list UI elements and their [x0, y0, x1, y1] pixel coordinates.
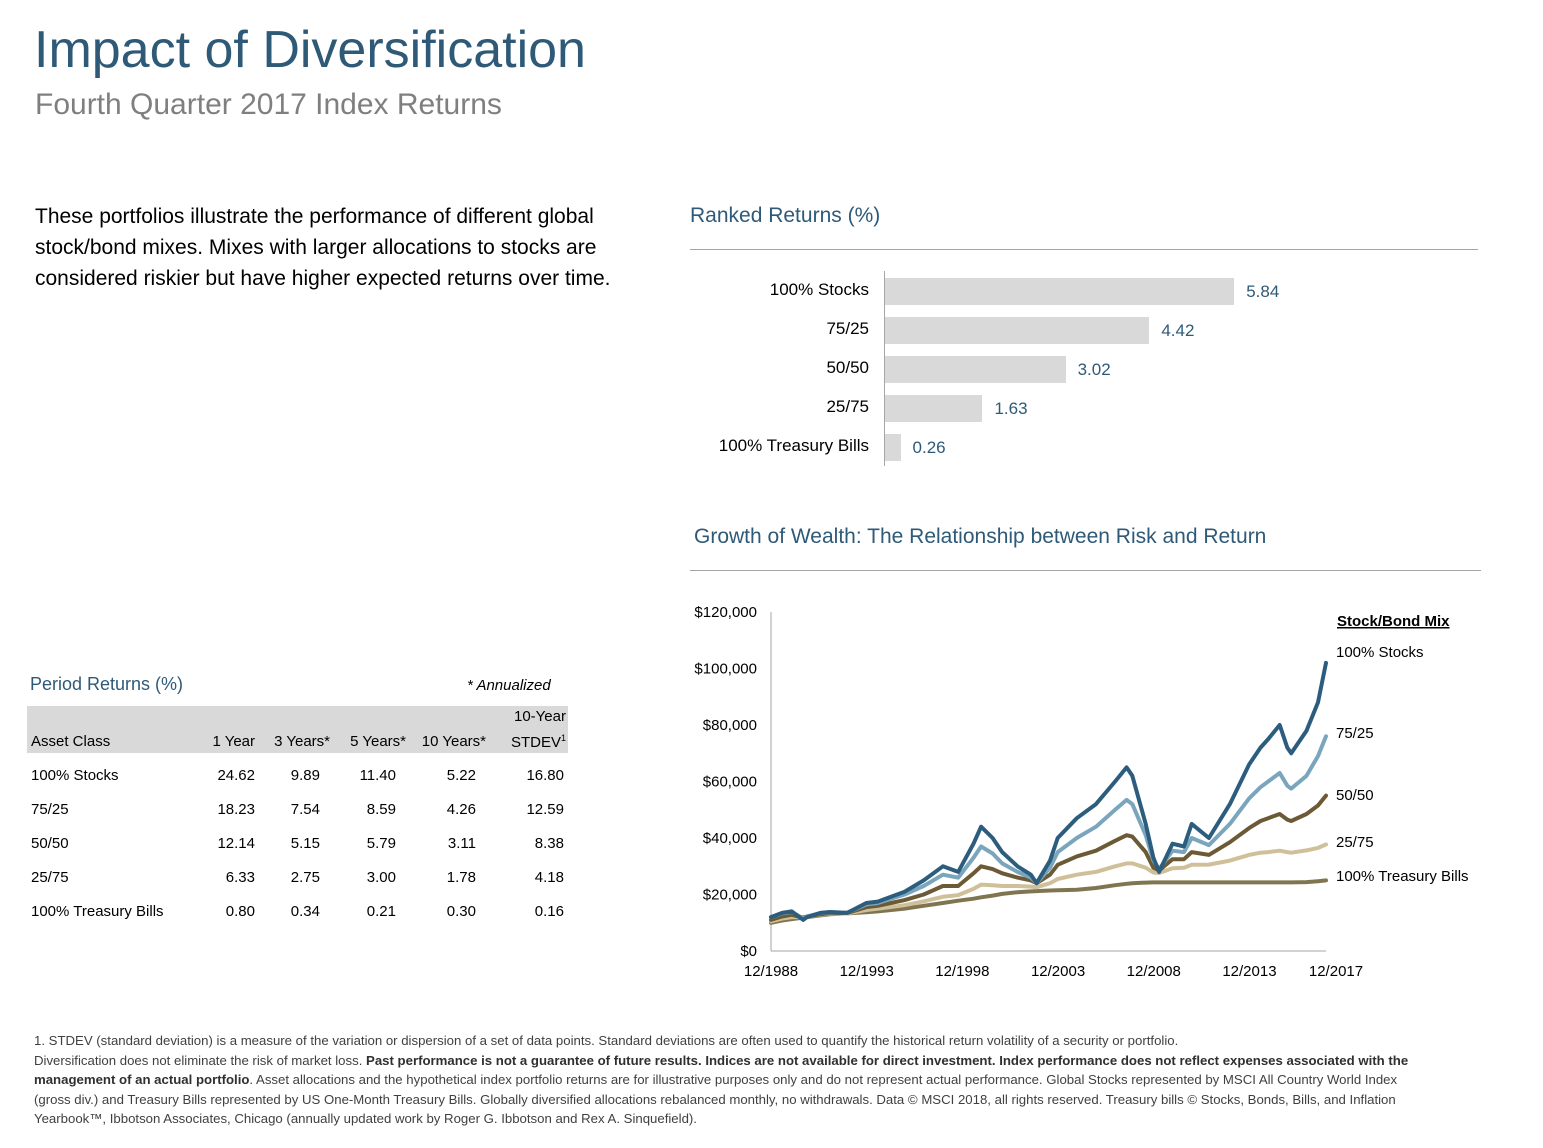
table-row-label: 75/25	[31, 801, 69, 818]
series-label: 100% Stocks	[1336, 644, 1424, 661]
table-cell: 8.59	[366, 801, 396, 818]
footnote-disclosure-details: . Asset allocations and the hypothetical…	[34, 1072, 1398, 1127]
annualized-note: * Annualized	[467, 677, 551, 694]
footnote-disclosure: Diversification does not eliminate the r…	[34, 1051, 1434, 1129]
growth-of-wealth-divider	[690, 570, 1481, 571]
x-tick-label: 12/2003	[1031, 963, 1085, 980]
table-cell: 8.38	[534, 835, 564, 852]
ranked-bar-label: 50/50	[826, 358, 869, 377]
ranked-bar	[885, 278, 1235, 305]
x-tick-label: 12/1998	[935, 963, 989, 980]
footnote-disclosure-bold: Past performance is not a guarantee of f…	[34, 1052, 1409, 1088]
series-line-4	[769, 878, 1328, 925]
series-label: 100% Treasury Bills	[1336, 868, 1469, 885]
footnote-stdev-definition: 1. STDEV (standard deviation) is a measu…	[34, 1033, 1179, 1048]
table-cell: 9.89	[290, 767, 320, 784]
x-tick-label: 12/2008	[1127, 963, 1181, 980]
table-row-label: 25/75	[31, 869, 69, 886]
ranked-returns-title: Ranked Returns (%)	[690, 204, 881, 227]
column-header-3-years: 3 Years*	[274, 733, 330, 750]
column-header-stdev: STDEV1	[510, 733, 566, 751]
ranked-bar-value: 3.02	[1077, 360, 1111, 379]
table-cell: 24.62	[217, 767, 255, 784]
ranked-bar-value: 0.26	[912, 438, 946, 457]
series-label: 75/25	[1336, 725, 1374, 742]
table-cell: 5.15	[290, 835, 320, 852]
legend-title: Stock/Bond Mix	[1337, 613, 1450, 630]
y-tick-label: $0	[740, 943, 757, 960]
ranked-returns-axis	[884, 271, 885, 466]
table-header-background	[27, 706, 568, 753]
ranked-bar-value: 4.42	[1161, 321, 1195, 340]
ranked-bar	[885, 434, 901, 461]
series-label: 25/75	[1336, 834, 1374, 851]
table-cell: 0.21	[366, 903, 396, 920]
table-cell: 16.80	[526, 767, 564, 784]
ranked-bar-label: 100% Stocks	[769, 280, 869, 299]
table-cell: 3.11	[447, 835, 476, 852]
series-label: 50/50	[1336, 787, 1374, 804]
table-cell: 6.33	[225, 869, 255, 886]
ranked-bar	[885, 317, 1150, 344]
ranked-bar-label: 100% Treasury Bills	[718, 436, 869, 455]
table-cell: 0.30	[446, 903, 476, 920]
ranked-bar-label: 75/25	[826, 319, 869, 338]
period-returns-title: Period Returns (%)	[30, 674, 184, 694]
table-cell: 5.22	[446, 767, 476, 784]
y-tick-label: $120,000	[694, 604, 757, 621]
table-cell: 1.78	[446, 869, 476, 886]
page-subtitle: Fourth Quarter 2017 Index Returns	[35, 88, 502, 121]
ranked-bar-value: 5.84	[1246, 282, 1280, 301]
table-cell: 3.00	[366, 869, 396, 886]
series-line-0	[769, 660, 1328, 922]
ranked-bar-value: 1.63	[994, 399, 1028, 418]
growth-of-wealth-title: Growth of Wealth: The Relationship betwe…	[694, 525, 1267, 548]
table-cell: 12.59	[526, 801, 564, 818]
table-row-label: 100% Stocks	[31, 767, 119, 784]
ranked-bar	[885, 356, 1066, 383]
ranked-bar-label: 25/75	[826, 397, 869, 416]
column-header-5-years: 5 Years*	[350, 733, 406, 750]
column-header-10-years: 10 Years*	[421, 733, 486, 750]
x-tick-label: 12/2017	[1309, 963, 1363, 980]
x-tick-label: 12/1988	[744, 963, 798, 980]
table-row-label: 50/50	[31, 835, 69, 852]
table-cell: 2.75	[290, 869, 320, 886]
table-cell: 0.80	[225, 903, 255, 920]
table-row-label: 100% Treasury Bills	[31, 903, 164, 920]
stdev-footnote-marker: 1	[560, 733, 566, 743]
footnote-disclosure-intro: Diversification does not eliminate the r…	[34, 1052, 367, 1068]
column-header-10-year: 10-Year	[514, 708, 566, 725]
y-tick-label: $20,000	[703, 887, 757, 904]
y-tick-label: $60,000	[703, 774, 757, 791]
ranked-bar	[885, 395, 983, 422]
page-title: Impact of Diversification	[34, 21, 586, 79]
x-tick-label: 12/2013	[1222, 963, 1276, 980]
table-cell: 0.34	[290, 903, 320, 920]
table-cell: 18.23	[217, 801, 255, 818]
intro-paragraph: These portfolios illustrate the performa…	[35, 205, 611, 290]
table-cell: 4.18	[534, 869, 564, 886]
table-cell: 7.54	[290, 801, 320, 818]
table-cell: 12.14	[217, 835, 255, 852]
table-cell: 5.79	[366, 835, 396, 852]
ranked-returns-divider	[690, 249, 1478, 250]
y-tick-label: $100,000	[694, 661, 757, 678]
x-tick-label: 12/1993	[840, 963, 894, 980]
footnote: 1. STDEV (standard deviation) is a measu…	[34, 1031, 1434, 1129]
table-cell: 11.40	[359, 767, 396, 784]
column-header-asset-class: Asset Class	[31, 733, 111, 750]
y-tick-label: $40,000	[703, 830, 757, 847]
column-header-1-year: 1 Year	[212, 733, 255, 750]
table-cell: 4.26	[446, 801, 476, 818]
table-cell: 0.16	[534, 903, 564, 920]
y-tick-label: $80,000	[703, 717, 757, 734]
growth-of-wealth-chart: $0 $20,000 $40,000 $60,000 $80,000 $100,000 $1…	[694, 604, 1469, 980]
